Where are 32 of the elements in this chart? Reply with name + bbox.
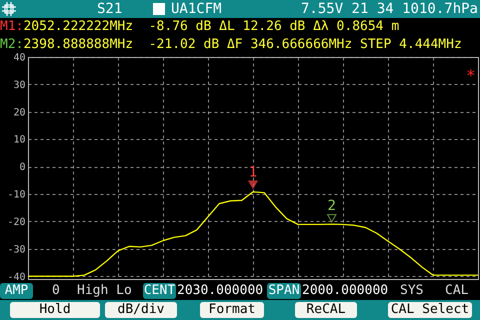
text: M1:2052.222222MHz -8.76 dB ΔL 12.26 dB Δλ 0.8654 m <box>0 19 400 34</box>
y-tick-label: 40 <box>13 52 26 64</box>
annotation: 1 <box>248 164 258 181</box>
text: 0 <box>52 283 60 299</box>
text: High Lo <box>77 283 132 299</box>
text: 7.55V 21 34 1010.7hPa <box>300 1 478 17</box>
text: ReCAL <box>295 302 357 318</box>
annotation: 2 <box>328 198 336 214</box>
y-tick-label: -40 <box>7 272 26 283</box>
text: S21 <box>97 1 122 17</box>
text: 2000.000000 <box>302 283 388 299</box>
y-tick-label: 0 <box>19 162 26 174</box>
y-tick-label: 10 <box>13 134 26 146</box>
y-tick-label: -10 <box>7 190 26 201</box>
text: Hold <box>10 302 100 318</box>
y-tick-label: -30 <box>7 244 26 256</box>
text: M2:2398.888888MHz -21.02 dB ΔF 346.666666MHz STEP 4.444MHz <box>0 37 462 52</box>
text: SYS <box>400 283 424 299</box>
text: 2030.000000 <box>177 283 264 299</box>
text: AMP <box>0 283 33 299</box>
annotation: * <box>466 66 476 85</box>
text: Format <box>200 302 264 318</box>
text: CAL Select <box>388 302 472 318</box>
line-series <box>28 191 478 277</box>
text: CENT <box>143 283 176 299</box>
text: SPAN <box>267 283 301 299</box>
y-tick-label: 20 <box>13 107 26 118</box>
y-tick-label: 30 <box>13 80 26 91</box>
text: UA1CFM <box>171 1 222 17</box>
text: dB/div <box>105 302 177 318</box>
text: CAL <box>445 283 468 299</box>
y-tick-label: -20 <box>7 216 26 228</box>
